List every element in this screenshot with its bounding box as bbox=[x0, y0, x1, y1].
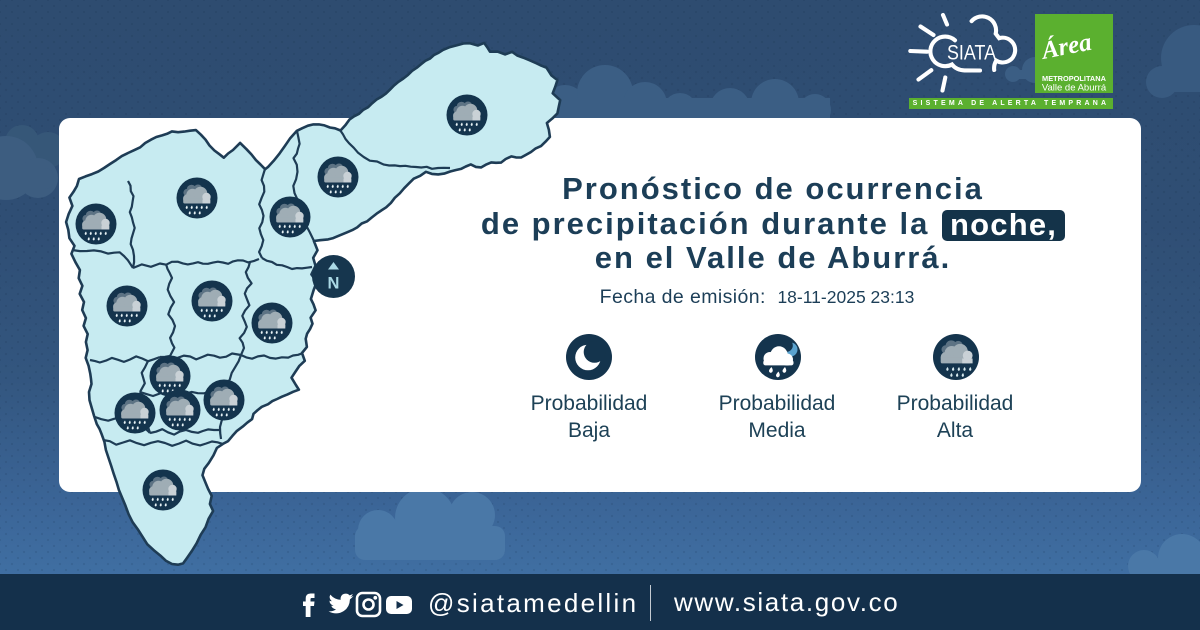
svg-text:METROPOLITANA: METROPOLITANA bbox=[1042, 74, 1107, 83]
svg-text:Área: Área bbox=[1037, 28, 1093, 65]
svg-text:N: N bbox=[328, 275, 340, 293]
svg-text:Valle de Aburrá: Valle de Aburrá bbox=[1042, 83, 1107, 94]
svg-text:SIATA: SIATA bbox=[947, 41, 997, 65]
